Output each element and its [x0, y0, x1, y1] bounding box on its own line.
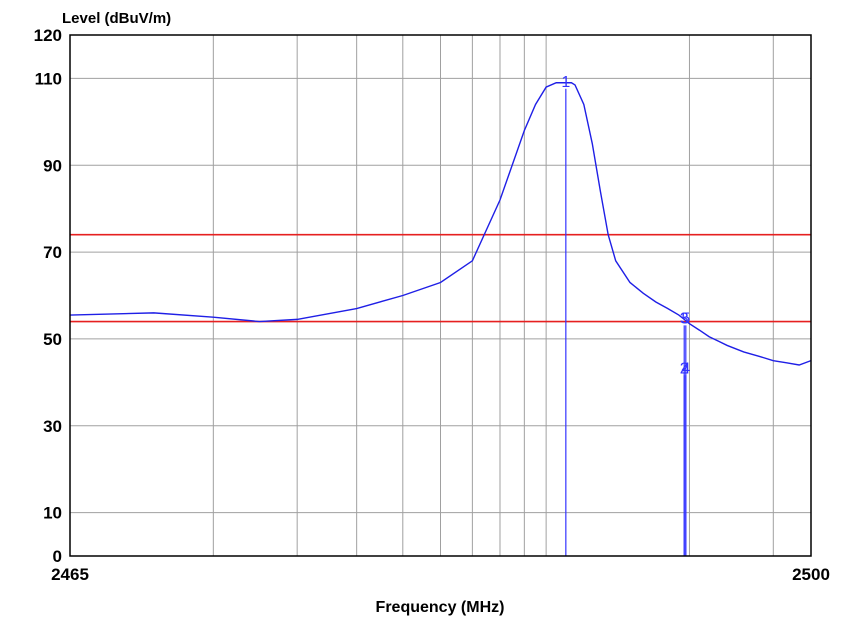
y-tick-labels: 0 10 30 50 70 90 110 120 — [34, 26, 62, 566]
y-tick-label: 110 — [35, 69, 62, 88]
x-tick-label: 2465 — [51, 565, 89, 584]
x-tick-label: 2500 — [792, 565, 830, 584]
marker-lines — [565, 88, 687, 556]
y-tick-label: 30 — [43, 417, 62, 436]
plot-frame — [69, 34, 812, 557]
y-tick-label: 120 — [34, 26, 62, 45]
marker-4-label: 4 — [681, 360, 690, 377]
marker-2-label: 2 — [680, 360, 689, 377]
level-trace — [69, 82, 812, 366]
y-tick-label: 10 — [43, 504, 62, 523]
y-tick-label: 90 — [43, 156, 62, 175]
marker-3-label: 3 — [680, 310, 689, 327]
x-tick-labels: 2465 2500 — [51, 565, 830, 584]
horizontal-gridlines — [70, 77, 811, 514]
y-axis-label: Level (dBuV/m) — [62, 10, 171, 27]
y-tick-label: 0 — [53, 547, 62, 566]
x-axis-label: Frequency (MHz) — [376, 599, 505, 616]
marker-labels: 1 35 24 — [561, 74, 690, 378]
marker-5-label: 5 — [681, 310, 690, 327]
y-tick-label: 50 — [43, 330, 62, 349]
marker-1-label: 1 — [561, 74, 570, 91]
y-tick-label: 70 — [43, 243, 62, 262]
vertical-gridlines — [212, 35, 774, 556]
